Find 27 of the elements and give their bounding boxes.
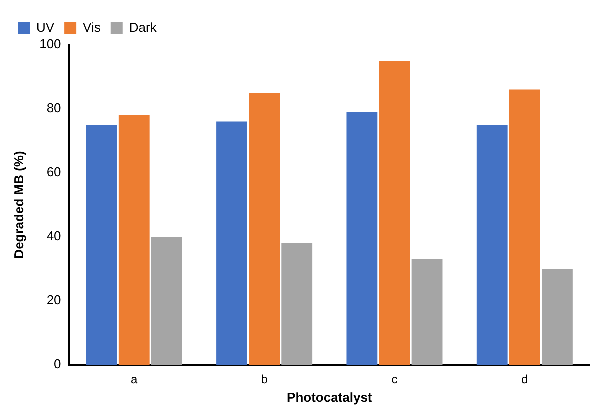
x-axis-title: Photocatalyst [287, 390, 373, 405]
y-tick-label: 0 [54, 356, 62, 372]
bar [346, 112, 378, 365]
y-tick-label: 40 [46, 228, 62, 244]
bar [151, 237, 182, 365]
x-tick-label: a [131, 372, 138, 387]
legend-label: Vis [83, 20, 102, 36]
bar [476, 125, 508, 365]
bar [412, 259, 443, 365]
bar [282, 243, 313, 365]
bar [118, 115, 150, 365]
x-tick-label: b [261, 372, 268, 387]
y-tick-label: 100 [40, 36, 62, 52]
x-tick-label: d [522, 372, 528, 387]
y-tick-label: 80 [46, 100, 62, 116]
y-tick-label: 60 [46, 164, 62, 180]
legend-label: Dark [129, 20, 158, 36]
y-axis-title: Degraded MB (%) [11, 151, 26, 259]
x-tick-label: c [392, 372, 398, 387]
bar [379, 61, 410, 365]
y-tick-label: 20 [46, 292, 62, 308]
bar [249, 93, 280, 365]
legend-label: UV [36, 20, 55, 36]
bar [216, 122, 248, 365]
bar [542, 269, 573, 365]
bar [86, 125, 118, 365]
bar [509, 90, 540, 365]
